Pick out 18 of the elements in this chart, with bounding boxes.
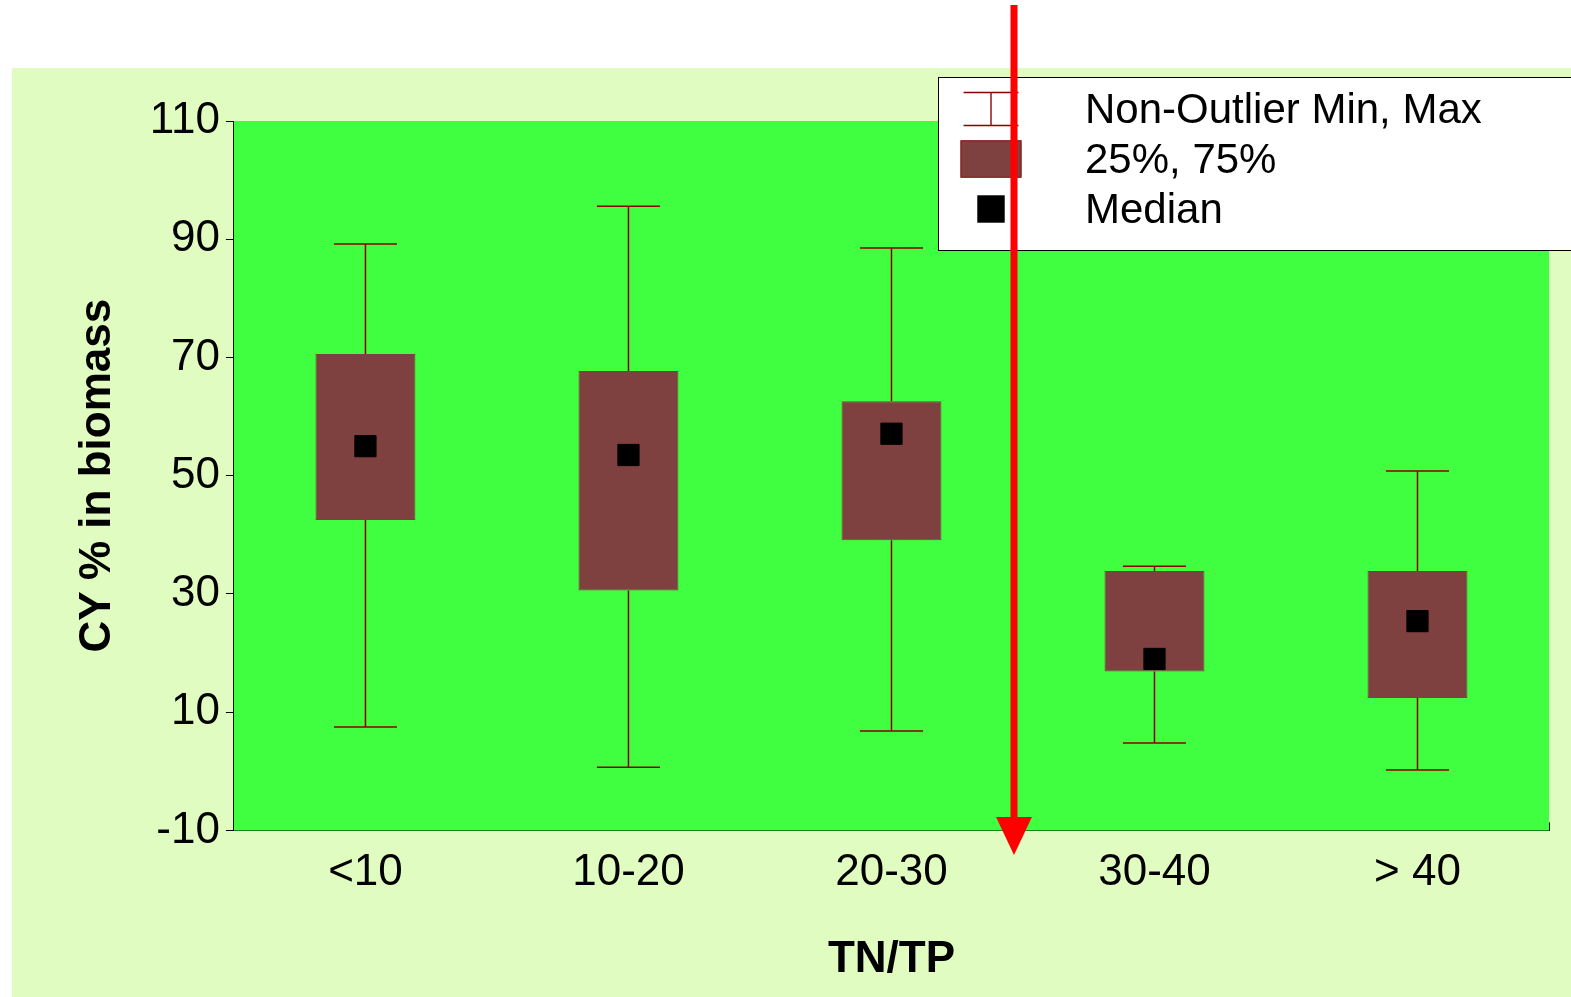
x-tick-label: 30-40 — [1098, 844, 1211, 894]
y-tick-label: 90 — [170, 211, 220, 261]
y-tick-label: 110 — [149, 93, 220, 143]
y-tick-label: 50 — [170, 447, 220, 497]
annotation: Median — [1085, 185, 1223, 233]
annotation: 25%, 75% — [1085, 135, 1277, 183]
x-tick-label: <10 — [328, 844, 403, 894]
y-tick-label: -10 — [156, 802, 220, 852]
y-tick-label: 30 — [170, 566, 220, 616]
y-axis-title: CY % in biomass — [69, 298, 119, 653]
y-tick-label: 10 — [170, 684, 220, 734]
x-tick-label: 10-20 — [572, 844, 685, 894]
x-tick-label: 20-30 — [835, 844, 948, 894]
annotation: Non-Outlier Min, Max — [1085, 85, 1482, 133]
y-tick-label: 70 — [170, 329, 220, 379]
x-axis-title: TN/TP — [827, 931, 956, 981]
legend-box: Non-Outlier Min, Max 25%, 75% Median — [938, 77, 1571, 251]
x-tick-label: > 40 — [1374, 844, 1461, 894]
